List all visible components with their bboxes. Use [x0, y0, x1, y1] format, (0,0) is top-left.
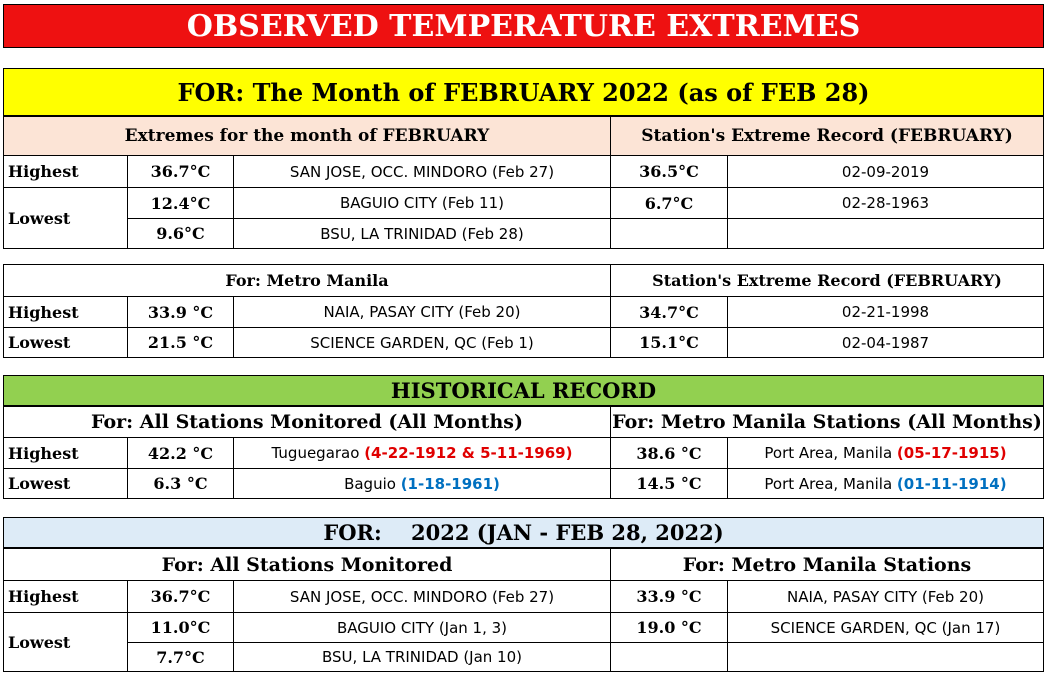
lowest-label: Lowest: [3, 612, 127, 672]
record-temp: 14.5 °C: [610, 468, 727, 499]
place-text: Baguio: [344, 474, 401, 493]
year-subheader-row: For: All Stations Monitored For: Metro M…: [3, 548, 1044, 580]
record-location: Port Area, Manila (05-17-1915): [727, 437, 1044, 468]
record-temp: 38.6 °C: [610, 437, 727, 468]
temp-value: 12.4°C: [127, 187, 233, 218]
record-date: 02-28-1963: [727, 187, 1044, 218]
table-row: Highest 42.2 °C Tuguegarao (4-22-1912 & …: [3, 437, 1044, 468]
record-temp: 19.0 °C: [610, 612, 727, 642]
location-text: SCIENCE GARDEN, QC (Feb 1): [233, 327, 610, 358]
record-date: 02-21-1998: [727, 296, 1044, 327]
temp-value: 21.5 °C: [127, 327, 233, 358]
record-date-blue: (01-11-1914): [896, 474, 1007, 493]
temp-value: 7.7°C: [127, 642, 233, 672]
record-date-red: (05-17-1915): [896, 444, 1007, 462]
record-location: [727, 642, 1044, 672]
highest-label: Highest: [3, 580, 127, 612]
table-row: Highest 36.7°C SAN JOSE, OCC. MINDORO (F…: [3, 580, 1044, 612]
record-temp: 6.7°C: [610, 187, 727, 218]
temp-value: 6.3 °C: [127, 468, 233, 499]
record-temp: 15.1°C: [610, 327, 727, 358]
record-location: Port Area, Manila (01-11-1914): [727, 468, 1044, 499]
temp-value: 36.7°C: [127, 580, 233, 612]
record-temp: [610, 218, 727, 249]
metro-right-header: Station's Extreme Record (FEBRUARY): [610, 264, 1044, 296]
record-date-red: (4-22-1912 & 5-11-1969): [364, 444, 573, 462]
location-text: BSU, LA TRINIDAD (Feb 28): [233, 218, 610, 249]
lowest-label: Lowest: [3, 468, 127, 499]
historical-left-header: For: All Stations Monitored (All Months): [3, 406, 610, 437]
lowest-subrows: 11.0°C BAGUIO CITY (Jan 1, 3) 19.0 °C SC…: [127, 612, 1044, 672]
temp-value: 33.9 °C: [127, 296, 233, 327]
table-row: Lowest 6.3 °C Baguio (1-18-1961) 14.5 °C…: [3, 468, 1044, 499]
subtitle-bar: FOR: The Month of FEBRUARY 2022 (as of F…: [3, 68, 1044, 116]
record-temp: 36.5°C: [610, 155, 727, 187]
lowest-subrows: 12.4°C BAGUIO CITY (Feb 11) 6.7°C 02-28-…: [127, 187, 1044, 249]
table-row: Lowest 11.0°C BAGUIO CITY (Jan 1, 3) 19.…: [3, 612, 1044, 672]
highest-label: Highest: [3, 437, 127, 468]
table-row: Lowest 12.4°C BAGUIO CITY (Feb 11) 6.7°C…: [3, 187, 1044, 249]
table-row: Lowest 21.5 °C SCIENCE GARDEN, QC (Feb 1…: [3, 327, 1044, 358]
temp-value: 42.2 °C: [127, 437, 233, 468]
feb-right-header: Station's Extreme Record (FEBRUARY): [610, 116, 1044, 155]
record-date: 02-09-2019: [727, 155, 1044, 187]
place-text: Port Area, Manila: [764, 444, 897, 462]
page-subtitle: FOR: The Month of FEBRUARY 2022 (as of F…: [177, 77, 870, 107]
temp-value: 9.6°C: [127, 218, 233, 249]
lowest-label: Lowest: [3, 187, 127, 249]
table-row: Highest 36.7°C SAN JOSE, OCC. MINDORO (F…: [3, 155, 1044, 187]
table-row: Highest 33.9 °C NAIA, PASAY CITY (Feb 20…: [3, 296, 1044, 327]
location-text: Baguio (1-18-1961): [233, 468, 610, 499]
record-temp: [610, 642, 727, 672]
year-header: FOR: 2022 (JAN - FEB 28, 2022): [3, 517, 1044, 548]
highest-label: Highest: [3, 296, 127, 327]
metro-header-row: For: Metro Manila Station's Extreme Reco…: [3, 264, 1044, 296]
record-date: 02-04-1987: [727, 327, 1044, 358]
year-left-header: For: All Stations Monitored: [3, 548, 610, 580]
record-location: SCIENCE GARDEN, QC (Jan 17): [727, 612, 1044, 642]
record-temp: 33.9 °C: [610, 580, 727, 612]
record-location: NAIA, PASAY CITY (Feb 20): [727, 580, 1044, 612]
record-date-blue: (1-18-1961): [400, 474, 500, 493]
location-text: BAGUIO CITY (Feb 11): [233, 187, 610, 218]
place-text: Tuguegarao: [271, 444, 365, 462]
record-temp: 34.7°C: [610, 296, 727, 327]
place-text: Port Area, Manila: [764, 474, 897, 493]
page-title: OBSERVED TEMPERATURE EXTREMES: [186, 8, 861, 44]
temp-value: 36.7°C: [127, 155, 233, 187]
location-text: BSU, LA TRINIDAD (Jan 10): [233, 642, 610, 672]
temp-value: 11.0°C: [127, 612, 233, 642]
location-text: NAIA, PASAY CITY (Feb 20): [233, 296, 610, 327]
location-text: BAGUIO CITY (Jan 1, 3): [233, 612, 610, 642]
historical-header: HISTORICAL RECORD: [3, 375, 1044, 406]
location-text: Tuguegarao (4-22-1912 & 5-11-1969): [233, 437, 610, 468]
historical-subheader-row: For: All Stations Monitored (All Months)…: [3, 406, 1044, 437]
feb-left-header: Extremes for the month of FEBRUARY: [3, 116, 610, 155]
feb-header-row: Extremes for the month of FEBRUARY Stati…: [3, 116, 1044, 155]
year-title: FOR: 2022 (JAN - FEB 28, 2022): [323, 520, 724, 545]
lowest-label: Lowest: [3, 327, 127, 358]
title-bar: OBSERVED TEMPERATURE EXTREMES: [3, 4, 1044, 48]
location-text: SAN JOSE, OCC. MINDORO (Feb 27): [233, 155, 610, 187]
historical-title: HISTORICAL RECORD: [390, 378, 657, 403]
metro-left-header: For: Metro Manila: [3, 264, 610, 296]
highest-label: Highest: [3, 155, 127, 187]
year-right-header: For: Metro Manila Stations: [610, 548, 1044, 580]
historical-right-header: For: Metro Manila Stations (All Months): [610, 406, 1044, 437]
record-date: [727, 218, 1044, 249]
location-text: SAN JOSE, OCC. MINDORO (Feb 27): [233, 580, 610, 612]
